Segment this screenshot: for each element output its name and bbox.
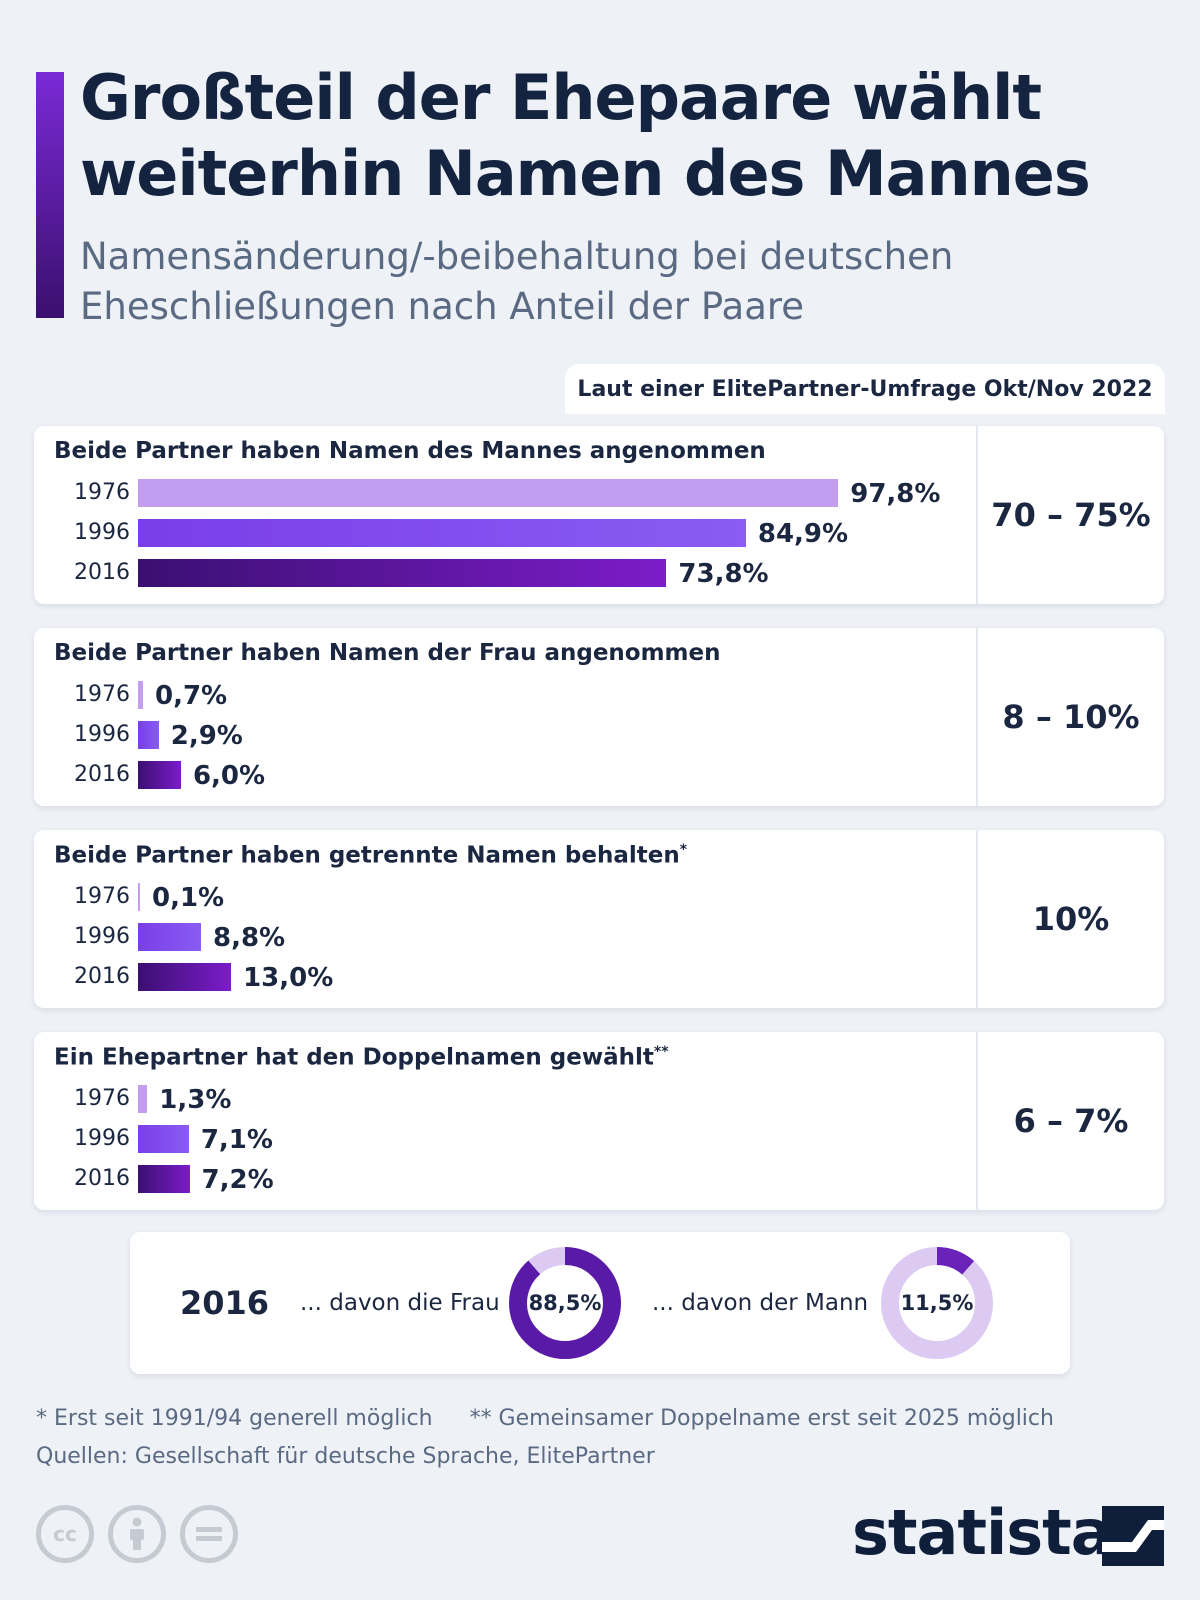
bar-2016 bbox=[138, 963, 232, 991]
panel-title: Beide Partner haben getrennte Namen beha… bbox=[54, 842, 687, 869]
year-label: 1976 bbox=[74, 884, 130, 909]
bar-value-label: 7,1% bbox=[200, 1125, 273, 1155]
bar-1976 bbox=[138, 1085, 148, 1113]
year-label: 1996 bbox=[74, 924, 130, 949]
survey-2022-value: 10% bbox=[1032, 900, 1110, 938]
year-label: 2016 bbox=[74, 1166, 130, 1191]
bar-value-label: 2,9% bbox=[170, 721, 243, 751]
bar-row: 1996 2,9% bbox=[34, 720, 974, 751]
year-label: 2016 bbox=[74, 964, 130, 989]
panel-title-text: Beide Partner haben getrennte Namen beha… bbox=[54, 842, 680, 869]
bar-1996 bbox=[138, 721, 159, 749]
year-label: 1996 bbox=[74, 722, 130, 747]
bar-1976 bbox=[138, 883, 140, 911]
donut-frau bbox=[509, 1247, 621, 1359]
page-title: Großteil der Ehepaare wählt weiterhin Na… bbox=[80, 61, 1091, 210]
bar-row: 2016 6,0% bbox=[34, 760, 974, 791]
bar-2016 bbox=[138, 761, 181, 789]
bar-row: 1996 84,9% bbox=[34, 518, 974, 549]
panel-divider bbox=[976, 830, 978, 1008]
panel-title-text: Ein Ehepartner hat den Doppelnamen gewäh… bbox=[54, 1044, 654, 1071]
bar-1996 bbox=[138, 923, 201, 951]
bar-1996 bbox=[138, 1125, 189, 1153]
donut-label-frau: ... davon die Frau bbox=[300, 1290, 500, 1316]
survey-2022-value: 8 – 10% bbox=[1002, 698, 1140, 736]
panel-title: Beide Partner haben Namen der Frau angen… bbox=[54, 640, 721, 666]
panel-group-1: Beide Partner haben Namen des Mannes ang… bbox=[34, 426, 1164, 604]
footnote-mark: * bbox=[679, 842, 688, 858]
survey-header: Laut einer ElitePartner-Umfrage Okt/Nov … bbox=[565, 364, 1165, 414]
bar-value-label: 13,0% bbox=[243, 963, 334, 993]
bar-row: 1976 97,8% bbox=[34, 478, 974, 509]
bar-value-label: 8,8% bbox=[213, 923, 286, 953]
footnotes: * Erst seit 1991/94 generell möglich ** … bbox=[36, 1400, 1176, 1476]
donut-value-frau: 88,5% bbox=[528, 1291, 602, 1315]
footnote-1: * Erst seit 1991/94 generell möglich bbox=[36, 1406, 433, 1431]
donut-year: 2016 bbox=[180, 1284, 270, 1322]
bar-value-label: 7,2% bbox=[201, 1165, 274, 1195]
page-subtitle: Namensänderung/-beibehaltung bei deutsch… bbox=[80, 235, 954, 328]
panel-divider bbox=[976, 1032, 978, 1210]
year-label: 1976 bbox=[74, 1086, 130, 1111]
bar-1976 bbox=[138, 681, 143, 709]
year-label: 2016 bbox=[74, 762, 130, 787]
bar-row: 2016 7,2% bbox=[34, 1164, 974, 1195]
brand-mark-icon bbox=[1102, 1506, 1164, 1566]
year-label: 1996 bbox=[74, 1126, 130, 1151]
donut-label-mann: ... davon der Mann bbox=[652, 1290, 869, 1316]
panel-group-3: Beide Partner haben getrennte Namen beha… bbox=[34, 830, 1164, 1008]
panel-title: Beide Partner haben Namen des Mannes ang… bbox=[54, 438, 766, 464]
bar-row: 1976 0,7% bbox=[34, 680, 974, 711]
panel-divider bbox=[976, 628, 978, 806]
panel-group-4: Ein Ehepartner hat den Doppelnamen gewäh… bbox=[34, 1032, 1164, 1210]
bar-value-label: 73,8% bbox=[678, 559, 769, 589]
bar-value-label: 0,7% bbox=[155, 681, 228, 711]
panel-title-text: Beide Partner haben Namen des Mannes ang… bbox=[54, 438, 766, 464]
brand-logo[interactable]: statista bbox=[852, 1496, 1113, 1569]
bar-1976 bbox=[138, 479, 839, 507]
panel-title: Ein Ehepartner hat den Doppelnamen gewäh… bbox=[54, 1044, 669, 1071]
bar-row: 1996 8,8% bbox=[34, 922, 974, 953]
accent-bar bbox=[36, 72, 64, 318]
year-label: 2016 bbox=[74, 560, 130, 585]
year-label: 1976 bbox=[74, 682, 130, 707]
bar-value-label: 97,8% bbox=[850, 479, 941, 509]
year-label: 1976 bbox=[74, 480, 130, 505]
footnote-2: ** Gemeinsamer Doppelname erst seit 2025… bbox=[469, 1406, 1054, 1431]
donut-mann bbox=[881, 1247, 993, 1359]
by-icon[interactable] bbox=[108, 1505, 166, 1563]
year-label: 1996 bbox=[74, 520, 130, 545]
license-icons: cc bbox=[36, 1505, 238, 1565]
nd-icon[interactable] bbox=[180, 1505, 238, 1563]
bar-row: 1976 0,1% bbox=[34, 882, 974, 913]
sources: Quellen: Gesellschaft für deutsche Sprac… bbox=[36, 1444, 655, 1469]
survey-2022-value: 6 – 7% bbox=[1013, 1102, 1129, 1140]
panel-divider bbox=[976, 426, 978, 604]
bar-row: 2016 73,8% bbox=[34, 558, 974, 589]
bar-value-label: 0,1% bbox=[152, 883, 225, 913]
panel-group-2: Beide Partner haben Namen der Frau angen… bbox=[34, 628, 1164, 806]
bar-row: 1976 1,3% bbox=[34, 1084, 974, 1115]
panel-title-text: Beide Partner haben Namen der Frau angen… bbox=[54, 640, 721, 666]
bar-value-label: 1,3% bbox=[159, 1085, 232, 1115]
bar-row: 2016 13,0% bbox=[34, 962, 974, 993]
bar-2016 bbox=[138, 1165, 190, 1193]
footnote-mark: ** bbox=[653, 1044, 669, 1060]
bar-value-label: 6,0% bbox=[192, 761, 266, 791]
donut-panel: 2016 ... davon die Frau 88,5% ... davon … bbox=[130, 1232, 1070, 1374]
bar-1996 bbox=[138, 519, 746, 547]
donut-value-mann: 11,5% bbox=[900, 1291, 974, 1315]
bar-value-label: 84,9% bbox=[757, 519, 849, 549]
survey-2022-value: 70 – 75% bbox=[991, 496, 1151, 534]
bar-2016 bbox=[138, 559, 667, 587]
bar-row: 1996 7,1% bbox=[34, 1124, 974, 1155]
cc-icon[interactable]: cc bbox=[36, 1505, 94, 1563]
